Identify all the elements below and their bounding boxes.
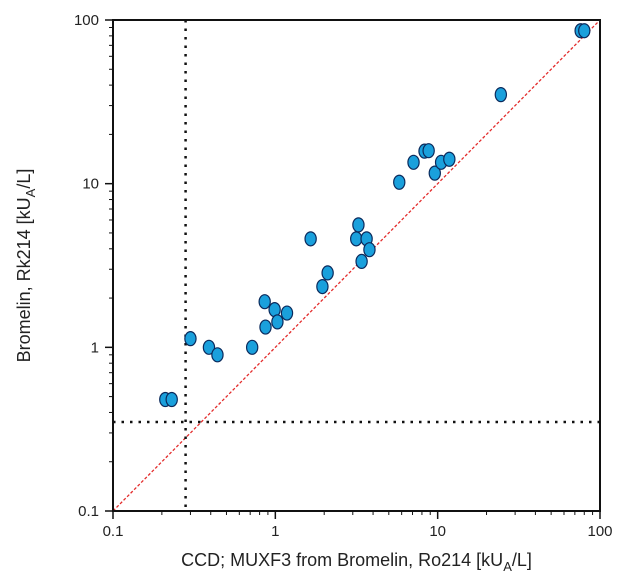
data-point	[321, 265, 334, 281]
plot-frame	[112, 19, 601, 512]
data-point	[428, 165, 441, 181]
data-point	[578, 23, 591, 39]
data-point	[443, 151, 456, 167]
x-tick-label: 0.1	[103, 523, 124, 540]
x-axis-label-subscript: A	[503, 559, 512, 574]
data-point	[355, 253, 368, 270]
data-point	[363, 242, 376, 258]
data-point	[494, 87, 508, 103]
x-axis-label-end: /L]	[512, 550, 532, 570]
x-tick-label: 10	[429, 523, 446, 540]
data-point	[422, 143, 435, 159]
y-axis-ticks: 0.1 1 10 100	[74, 12, 113, 520]
data-point	[245, 339, 259, 355]
x-axis-ticks: 0.1 1 10 100	[103, 511, 613, 540]
y-tick-label: 1	[91, 339, 99, 356]
data-point	[350, 231, 363, 247]
data-point	[304, 231, 317, 247]
x-axis-label: CCD; MUXF3 from Bromelin, Ro214 [kUA/L]	[181, 550, 532, 574]
y-tick-label: 100	[74, 12, 99, 29]
y-axis-label-main: Bromelin, Rk214 [kU	[14, 197, 34, 362]
y-axis-label-end: /L]	[14, 169, 34, 189]
data-point	[280, 305, 294, 321]
x-tick-label: 1	[271, 523, 279, 540]
data-point	[184, 331, 197, 347]
data-point	[202, 339, 216, 355]
data-point	[407, 154, 420, 170]
data-point	[258, 294, 271, 310]
x-tick-label: 100	[587, 523, 612, 540]
data-point	[165, 391, 178, 408]
y-tick-label: 0.1	[78, 503, 99, 520]
y-axis-label-subscript: A	[23, 188, 38, 197]
x-axis-label-main: CCD; MUXF3 from Bromelin, Ro214 [kU	[181, 550, 503, 570]
data-point	[316, 279, 329, 295]
data-point	[211, 347, 224, 363]
y-tick-label: 10	[82, 176, 99, 193]
data-points	[159, 23, 591, 408]
data-point	[352, 217, 365, 233]
y-axis-label: Bromelin, Rk214 [kUA/L]	[14, 169, 38, 363]
data-point	[393, 174, 406, 190]
data-point	[259, 319, 272, 335]
data-point	[271, 314, 284, 330]
